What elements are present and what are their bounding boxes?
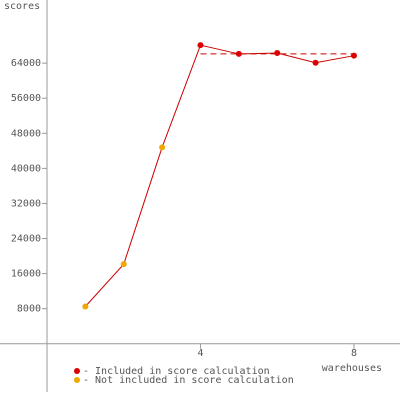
y-tick-label: 48000 [11,128,41,139]
legend-marker [74,368,80,374]
x-tick-label: 8 [351,348,357,359]
y-tick-label: 40000 [11,163,41,174]
y-tick-label: 8000 [17,304,41,315]
y-axis-label: scores [4,1,40,12]
y-tick-label: 32000 [11,198,41,209]
data-point [312,59,319,66]
legend-label: - Not included in score calculation [83,375,294,386]
data-point [197,42,204,49]
legend-marker [74,377,80,383]
y-tick-label: 56000 [11,93,41,104]
y-tick-label: 16000 [11,269,41,280]
y-tick-label: 24000 [11,234,41,245]
data-point [350,52,357,59]
data-line [84,44,355,307]
y-tick-label: 64000 [11,58,41,69]
data-point [274,50,281,57]
data-point [159,144,166,151]
x-axis-label: warehouses [322,363,382,374]
data-point [82,303,89,310]
data-point [235,50,242,57]
x-tick-label: 4 [197,348,203,359]
data-point [120,261,127,268]
legend-label: - Included in score calculation [83,366,270,377]
